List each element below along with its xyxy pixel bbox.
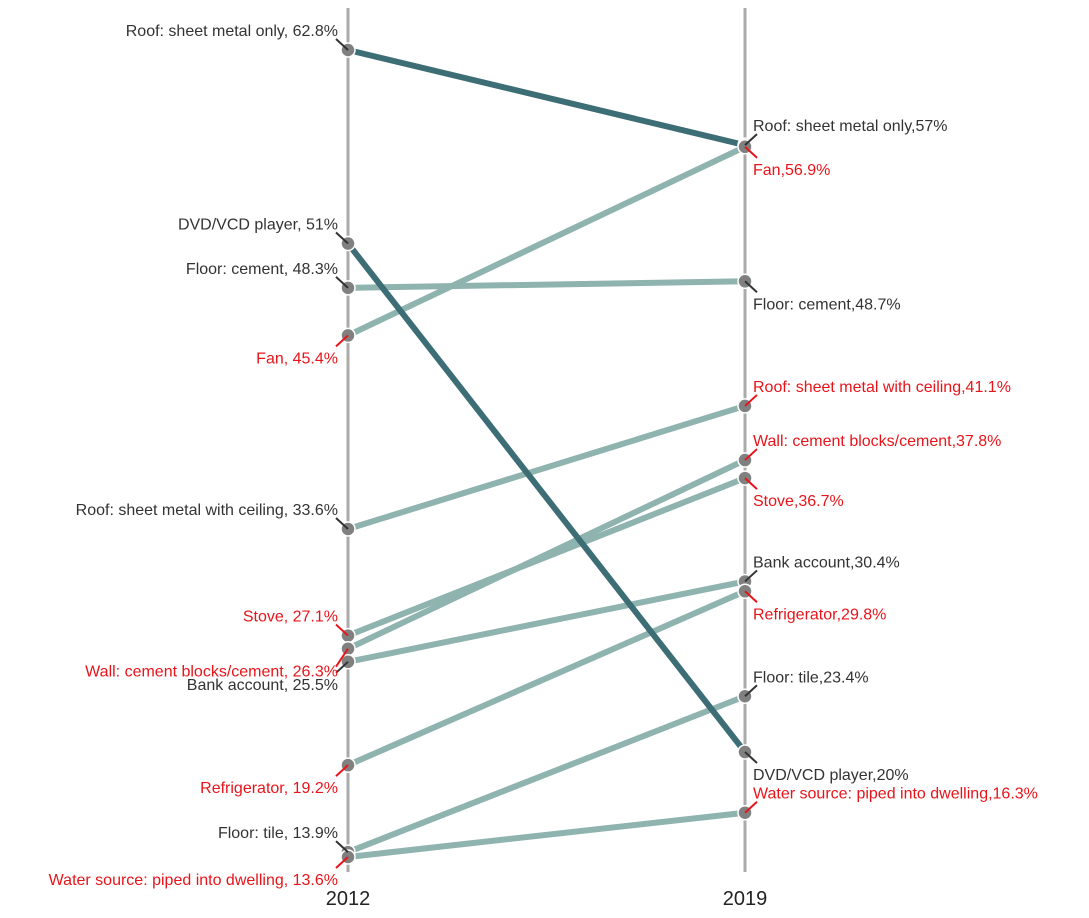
data-label-floor-cement-2012: Floor: cement, 48.3% bbox=[186, 261, 338, 278]
data-label-wall-cement-blocks-cement-2019: Wall: cement blocks/cement,37.8% bbox=[753, 433, 1001, 450]
data-label-floor-cement-2019: Floor: cement,48.7% bbox=[753, 296, 901, 313]
slope-line-fan bbox=[345, 143, 748, 339]
connector-roof-sheet-metal-only-2012 bbox=[335, 38, 349, 51]
data-label-stove-2012: Stove, 27.1% bbox=[243, 609, 338, 626]
year-tick-labels: 2012 2019 bbox=[326, 888, 768, 910]
slope-line-floor-cement bbox=[345, 278, 748, 291]
data-label-roof-sheet-metal-with-ceiling-2012: Roof: sheet metal with ceiling, 33.6% bbox=[76, 502, 338, 519]
slope-line-roof-sheet-metal-only bbox=[345, 47, 748, 149]
connector-water-source-piped-into-dwelling-2019 bbox=[744, 800, 758, 814]
slope-lines bbox=[345, 47, 748, 860]
data-labels: Roof: sheet metal only, 62.8% Roof: sheet… bbox=[49, 23, 1038, 889]
connector-fan-2019 bbox=[744, 146, 758, 159]
year-axes bbox=[346, 8, 747, 872]
connector-stove-2012 bbox=[335, 623, 349, 637]
connector-roof-sheet-metal-with-ceiling-2019 bbox=[744, 394, 758, 407]
slope-line-bank-account bbox=[345, 578, 748, 665]
data-label-dvd-vcd-player-2012: DVD/VCD player, 51% bbox=[178, 217, 338, 234]
connector-bank-account-2019 bbox=[744, 569, 758, 583]
slope-line-refrigerator bbox=[345, 588, 748, 769]
slope-line-floor-tile bbox=[345, 693, 748, 856]
data-label-floor-tile-2019: Floor: tile,23.4% bbox=[753, 669, 869, 686]
data-label-fan-2019: Fan,56.9% bbox=[753, 162, 830, 179]
data-label-roof-sheet-metal-only-2019: Roof: sheet metal only,57% bbox=[753, 118, 947, 135]
year-label-2012: 2012 bbox=[326, 888, 371, 910]
data-label-wall-cement-blocks-cement-2012: Wall: cement blocks/cement, 26.3% bbox=[85, 664, 338, 681]
slope-line-water-source-piped-into-dwelling bbox=[345, 809, 748, 860]
data-label-fan-2012: Fan, 45.4% bbox=[256, 350, 338, 367]
slope-line-wall-cement-blocks-cement bbox=[345, 457, 748, 652]
connector-fan-2012 bbox=[335, 334, 349, 348]
slope-line-dvd-vcd-player bbox=[345, 240, 748, 756]
data-label-stove-2019: Stove,36.7% bbox=[753, 493, 844, 510]
label-connectors bbox=[335, 38, 758, 869]
data-label-roof-sheet-metal-only-2012: Roof: sheet metal only, 62.8% bbox=[126, 23, 338, 40]
data-label-water-source-piped-into-dwelling-2019: Water source: piped into dwelling,16.3% bbox=[753, 786, 1038, 803]
connector-dvd-vcd-player-2012 bbox=[335, 231, 349, 245]
connector-bank-account-2012 bbox=[335, 661, 349, 674]
connector-floor-cement-2019 bbox=[744, 280, 758, 294]
connector-dvd-vcd-player-2019 bbox=[744, 751, 758, 764]
connector-refrigerator-2012 bbox=[335, 764, 349, 777]
connector-floor-tile-2012 bbox=[335, 840, 349, 853]
connector-wall-cement-blocks-cement-2019 bbox=[744, 448, 758, 461]
data-label-dvd-vcd-player-2019: DVD/VCD player,20% bbox=[753, 767, 909, 784]
data-label-refrigerator-2019: Refrigerator,29.8% bbox=[753, 606, 886, 623]
connector-roof-sheet-metal-only-2019 bbox=[744, 133, 758, 146]
data-label-bank-account-2019: Bank account,30.4% bbox=[753, 554, 900, 571]
connector-refrigerator-2019 bbox=[744, 590, 758, 604]
connector-roof-sheet-metal-with-ceiling-2012 bbox=[335, 517, 349, 530]
data-label-floor-tile-2012: Floor: tile, 13.9% bbox=[218, 825, 338, 842]
slope-line-roof-sheet-metal-with-ceiling bbox=[345, 402, 748, 532]
data-label-refrigerator-2012: Refrigerator, 19.2% bbox=[200, 780, 338, 797]
data-label-roof-sheet-metal-with-ceiling-2019: Roof: sheet metal with ceiling,41.1% bbox=[753, 379, 1011, 396]
connector-floor-tile-2019 bbox=[744, 684, 758, 697]
year-label-2019: 2019 bbox=[723, 888, 768, 910]
data-label-bank-account-2012: Bank account, 25.5% bbox=[187, 677, 338, 694]
connector-water-source-piped-into-dwelling-2012 bbox=[335, 856, 349, 869]
connector-stove-2019 bbox=[744, 477, 758, 490]
connector-floor-cement-2012 bbox=[335, 276, 349, 289]
connector-wall-cement-blocks-cement-2012 bbox=[335, 648, 349, 668]
data-label-water-source-piped-into-dwelling-2012: Water source: piped into dwelling, 13.6% bbox=[49, 872, 338, 889]
